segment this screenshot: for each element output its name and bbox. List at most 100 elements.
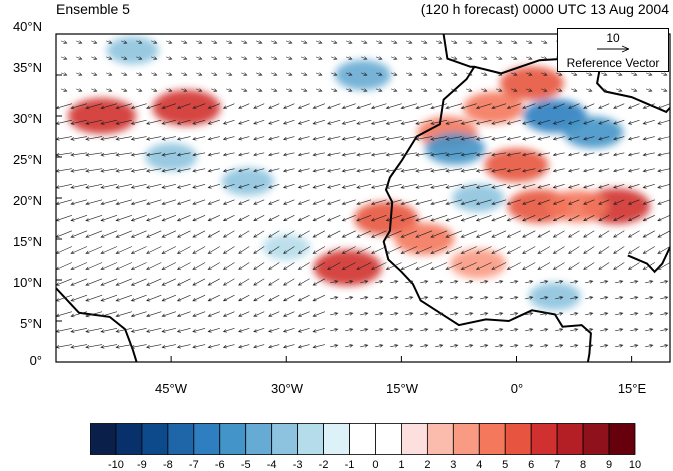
wind-vector [480,72,488,76]
wind-vector [211,72,218,76]
wind-vector [130,168,147,173]
wind-vector [585,72,593,76]
wind-vector [627,184,640,189]
wind-vector [552,152,565,157]
wind-vector [370,184,387,189]
wind-vector [415,152,433,157]
wind-vector [238,278,250,286]
wind-vector [207,152,220,157]
colorbar-swatch [401,423,428,455]
wind-vector [506,136,521,141]
wind-vector [552,119,565,125]
wind-vector [385,168,402,173]
wind-vector [567,103,580,109]
wind-vector [146,103,162,110]
wind-vector [341,136,356,141]
wind-vector [510,40,518,44]
wind-vector [211,88,218,92]
wind-vector [341,103,356,109]
wind-vector [312,246,326,254]
wind-vector [430,103,448,110]
wind-vector [330,312,339,316]
wind-vector [146,294,162,302]
wind-vector [360,328,369,332]
wind-vector [491,230,507,238]
anomaly-cell [221,167,274,196]
wind-vector [283,246,295,254]
wind-vector [360,280,369,284]
wind-vector [136,40,143,44]
wind-vector [400,199,417,206]
wind-vector [327,199,341,205]
wind-vector [241,56,248,60]
wind-vector [630,344,639,348]
colorbar-label: -8 [162,459,173,471]
lat-label-25n: 25°N [12,152,42,167]
wind-vector [268,230,280,238]
coastline [382,66,592,362]
wind-vector [415,184,433,189]
wind-vector [405,88,413,92]
lat-label-10n: 10°N [12,275,42,290]
wind-vector [146,152,162,157]
wind-vector [176,136,191,141]
wind-vector [211,40,218,44]
wind-vector [76,56,83,60]
colorbar-swatch [271,423,299,455]
wind-vector [435,344,444,348]
wind-vector [645,296,654,300]
wind-vector [315,72,323,76]
wind-vector [70,278,88,286]
wind-vector [506,103,521,109]
wind-vector [161,184,176,189]
wind-vector [85,199,103,206]
wind-vector [327,119,341,125]
wind-vector [115,103,132,110]
wind-vector [552,262,565,270]
wind-vector [642,119,655,125]
wind-vector [176,230,191,238]
colorbar-swatch [167,423,195,455]
wind-vector [146,230,162,238]
wind-vector [166,40,173,44]
wind-vector [460,246,477,254]
wind-vector [475,168,492,173]
wind-vector [495,344,504,348]
wind-vector [345,56,353,60]
wind-vector [146,199,162,205]
wind-vector [555,88,563,92]
wind-vector [400,119,417,125]
wind-vector [613,103,625,109]
wind-vector [660,328,669,332]
wind-vector [430,119,448,125]
wind-vector [192,136,206,141]
wind-vector [657,136,670,141]
wind-vector [583,119,595,125]
wind-vector [176,328,191,333]
wind-vector [657,184,670,189]
wind-vector [385,230,402,238]
wind-vector [115,262,133,270]
wind-vector [375,72,383,76]
wind-vector [85,294,103,302]
wind-vector [356,152,372,157]
wind-vector [341,246,356,254]
wind-vector [70,103,88,110]
wind-vector [312,184,325,189]
wind-vector [375,328,384,332]
wind-vector [356,103,372,110]
wind-vector [657,168,670,173]
colorbar-label: 6 [528,459,535,471]
wind-vector [161,136,176,141]
colorbar-label: 3 [450,459,457,471]
wind-vector [522,199,536,205]
wind-vector [151,72,158,76]
wind-vector [491,199,507,205]
wind-vector [115,152,132,157]
wind-vector [390,344,399,348]
wind-vector [70,262,88,270]
wind-vector [627,262,640,270]
wind-vector [450,296,459,300]
wind-vector [537,152,551,157]
wind-vector [405,296,414,300]
